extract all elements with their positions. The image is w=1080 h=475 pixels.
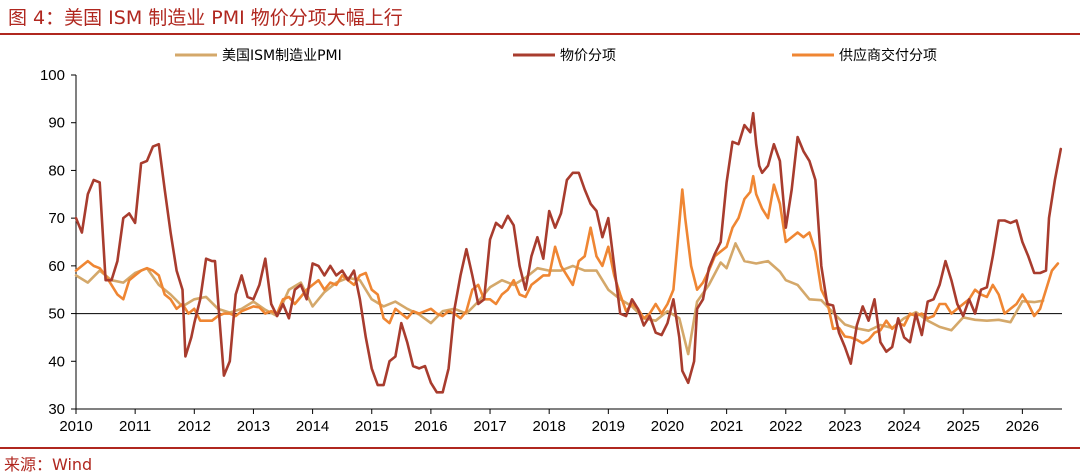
series-line-1 [74,111,1063,394]
x-tick-label: 2024 [887,418,920,435]
line-chart: 30 40 50 60 70 80 90 100 2010 2011 2012 2013 2014 201… [40,47,1063,435]
figure-title: 图 4：美国 ISM 制造业 PMI 物价分项大幅上行 [8,7,403,29]
x-tick-label: 2018 [532,418,565,435]
chart-series [74,111,1063,394]
title-underline [0,33,1080,35]
y-tick-label: 70 [48,210,65,227]
x-tick-label: 2012 [178,418,211,435]
legend-label-1: 物价分项 [560,48,616,64]
legend-label-0: 美国ISM制造业PMI [222,48,342,64]
x-tick-label: 2025 [947,418,980,435]
x-tick-label: 2011 [119,418,151,435]
x-tick-label: 2013 [237,418,270,435]
y-tick-label: 90 [48,115,65,132]
y-tick-label: 60 [48,258,65,275]
y-tick-label: 50 [48,306,65,323]
series-line-0 [74,242,1045,356]
chart-axes: 30 40 50 60 70 80 90 100 2010 2011 2012 2013 2014 201… [40,67,1062,435]
chart-legend: 美国ISM制造业PMI 物价分项 供应商交付分项 [175,47,937,64]
y-tick-label: 80 [48,162,65,179]
x-tick-label: 2016 [414,418,447,435]
y-tick-label: 40 [48,353,65,370]
x-tick-label: 2015 [355,418,388,435]
x-tick-label: 2022 [769,418,802,435]
x-tick-label: 2010 [59,418,92,435]
series-line-2 [74,174,1060,345]
x-tick-label: 2017 [473,418,506,435]
y-tick-label: 100 [40,67,65,84]
x-tick-label: 2023 [828,418,861,435]
source-rule [0,447,1080,449]
source-note: 来源：Wind [4,455,93,474]
x-tick-label: 2019 [592,418,625,435]
x-tick-label: 2026 [1006,418,1039,435]
legend-label-2: 供应商交付分项 [839,47,937,64]
x-tick-label: 2021 [710,418,743,435]
x-tick-label: 2020 [651,418,684,435]
x-tick-label: 2014 [296,418,329,435]
y-tick-label: 30 [48,401,65,418]
